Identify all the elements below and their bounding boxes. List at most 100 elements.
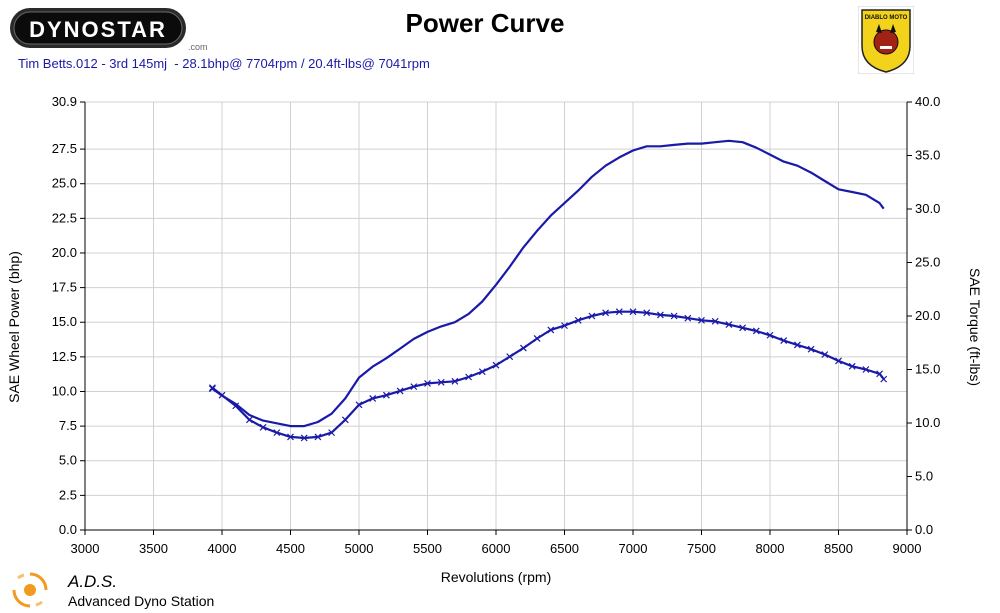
torque-point <box>382 391 390 399</box>
torque-point <box>451 377 459 385</box>
x-tick-label: 4500 <box>276 541 305 556</box>
ads-logo-icon <box>12 572 48 608</box>
torque-point <box>780 337 788 345</box>
y2-tick-label: 30.0 <box>915 201 940 216</box>
torque-point <box>208 384 216 392</box>
x-tick-label: 6500 <box>550 541 579 556</box>
y-tick-label: 17.5 <box>52 280 77 295</box>
y-tick-label: 5.0 <box>59 453 77 468</box>
torque-point <box>807 345 815 353</box>
run-summary: Tim Betts.012 - 3rd 145mj - 28.1bhp@ 770… <box>18 56 430 71</box>
torque-point <box>821 351 829 358</box>
y-axis-ticks: 0.0 2.5 5.0 7.5 10.0 12.5 15.0 17.5 20.0 22.5 25.0… <box>52 94 86 537</box>
torque-point <box>835 357 842 365</box>
torque-point <box>793 341 801 349</box>
y2-tick-label: 35.0 <box>915 148 940 163</box>
torque-point <box>656 311 664 319</box>
torque-point <box>643 309 651 317</box>
x-tick-label: 8000 <box>756 541 785 556</box>
y2-axis-ticks: 0.0 5.0 10.0 15.0 20.0 25.0 30.0 35.0 40.0 <box>906 94 940 537</box>
torque-point <box>862 366 870 373</box>
torque-point <box>698 316 705 324</box>
torque-point <box>684 314 692 322</box>
y-tick-label: 30.9 <box>52 94 77 109</box>
x-tick-label: 5000 <box>345 541 374 556</box>
x-tick-label: 4000 <box>208 541 237 556</box>
power-series-line <box>211 139 885 428</box>
torque-point <box>752 327 760 335</box>
x-axis-ticks: 3000 3500 4000 4500 5000 5500 6000 6500 7000 7500… <box>71 529 922 556</box>
x-tick-label: 3500 <box>139 541 168 556</box>
y-tick-label: 0.0 <box>59 522 77 537</box>
x-axis-label: Revolutions (rpm) <box>440 569 552 585</box>
x-tick-label: 6000 <box>482 541 511 556</box>
y2-tick-label: 40.0 <box>915 94 940 109</box>
torque-point <box>355 401 363 409</box>
torque-point <box>245 416 253 424</box>
torque-point <box>670 312 678 320</box>
y2-tick-label: 20.0 <box>915 308 940 323</box>
torque-point <box>424 379 431 387</box>
torque-point <box>287 433 294 441</box>
torque-point <box>506 353 514 361</box>
torque-point <box>341 416 349 424</box>
y-tick-label: 10.0 <box>52 383 77 398</box>
torque-series-line <box>211 310 885 440</box>
torque-point <box>519 344 527 352</box>
ads-brand: A.D.S. <box>68 572 118 591</box>
torque-point <box>369 394 377 402</box>
x-tick-label: 7000 <box>619 541 648 556</box>
torque-point <box>478 368 486 376</box>
torque-point <box>396 387 404 395</box>
dynostar-logo: DYNOSTAR .com <box>10 8 208 52</box>
chart-title: Power Curve <box>405 8 565 38</box>
torque-point <box>766 331 774 339</box>
torque-point <box>314 433 322 441</box>
torque-point <box>739 324 747 332</box>
torque-point <box>328 429 336 437</box>
y2-tick-label: 25.0 <box>915 255 940 270</box>
torque-point <box>547 326 555 334</box>
x-tick-label: 8500 <box>824 541 853 556</box>
torque-point <box>533 335 541 342</box>
x-tick-label: 3000 <box>71 541 100 556</box>
y-tick-label: 22.5 <box>52 210 77 225</box>
y-axis-label: SAE Wheel Power (bhp) <box>6 251 22 403</box>
torque-point <box>561 322 568 330</box>
y-tick-label: 12.5 <box>52 349 77 364</box>
torque-point <box>218 391 226 399</box>
series-group <box>208 139 888 442</box>
torque-point <box>465 373 473 381</box>
torque-point <box>588 312 596 320</box>
x-tick-label: 5500 <box>413 541 442 556</box>
x-tick-label: 7500 <box>687 541 716 556</box>
torque-point <box>437 378 445 386</box>
y-tick-label: 2.5 <box>59 487 77 502</box>
y-tick-label: 25.0 <box>52 176 77 191</box>
torque-point <box>629 308 637 316</box>
y-tick-label: 20.0 <box>52 245 77 260</box>
y2-tick-label: 10.0 <box>915 415 940 430</box>
x-tick-label: 9000 <box>893 541 922 556</box>
y-tick-label: 7.5 <box>59 418 77 433</box>
torque-point <box>492 361 500 369</box>
logo-brand-text: DYNOSTAR <box>29 17 167 42</box>
torque-point <box>574 316 582 324</box>
torque-point <box>259 423 267 431</box>
torque-point <box>725 321 733 328</box>
torque-point <box>615 308 623 316</box>
grid <box>84 101 908 531</box>
y2-axis-label: SAE Torque (ft-lbs) <box>967 267 983 387</box>
torque-point <box>876 370 884 378</box>
diablo-moto-badge: DIABLO MOTO <box>858 6 914 74</box>
y-tick-label: 27.5 <box>52 141 77 156</box>
torque-point <box>880 375 888 383</box>
logo-brand-suffix: .com <box>188 42 208 52</box>
y2-tick-label: 15.0 <box>915 362 940 377</box>
torque-point <box>602 309 610 317</box>
torque-point <box>300 434 308 442</box>
torque-point <box>273 429 281 437</box>
ads-tagline: Advanced Dyno Station <box>68 593 215 609</box>
y-tick-label: 15.0 <box>52 314 77 329</box>
